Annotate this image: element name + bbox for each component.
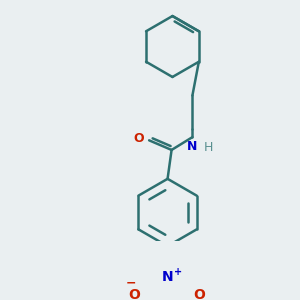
Text: H: H <box>204 141 213 154</box>
Text: N: N <box>162 270 173 284</box>
Text: O: O <box>193 288 205 300</box>
Text: O: O <box>134 132 144 145</box>
Text: O: O <box>128 288 140 300</box>
Text: +: + <box>174 267 182 277</box>
Text: −: − <box>125 277 136 290</box>
Text: N: N <box>187 140 198 152</box>
